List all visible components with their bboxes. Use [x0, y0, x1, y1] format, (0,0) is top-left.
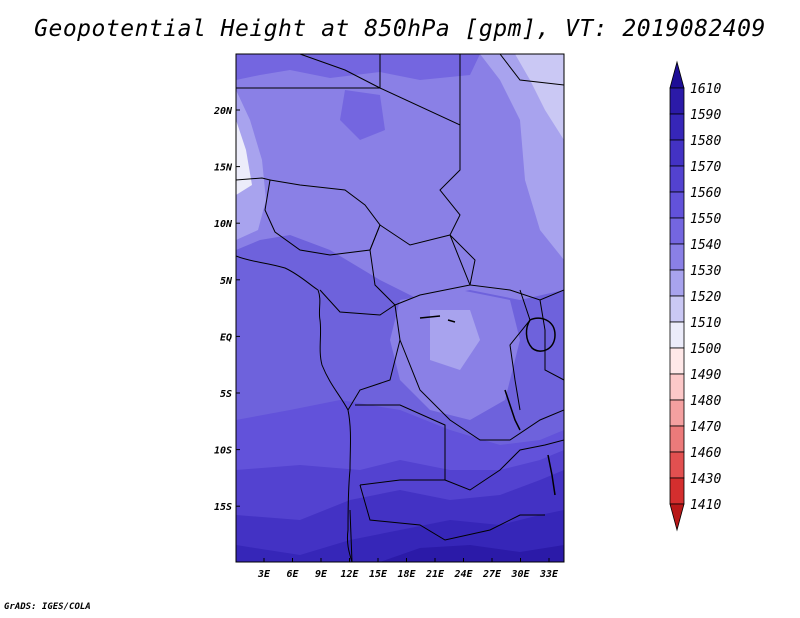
- colorbar-swatch: [669, 451, 685, 479]
- border-drc-south: [399, 339, 564, 441]
- colorbar-label: 1590: [690, 108, 721, 123]
- border-angola: [355, 404, 446, 486]
- colorbar-swatch: [669, 113, 685, 141]
- border-west-1: [236, 177, 271, 181]
- lon-label: 24E: [453, 569, 473, 580]
- field-1520-east: [515, 54, 564, 140]
- river-marks: [419, 315, 456, 323]
- colorbar-top-arrow: [669, 60, 685, 89]
- colorbar-label: 1580: [690, 134, 721, 149]
- lon-label: 15E: [369, 569, 388, 580]
- field-1530-west: [236, 90, 266, 240]
- longitude-labels: 3E 6E 9E 12E 15E 18E 21E 24E 27E 30E 33E: [257, 558, 559, 580]
- lat-label: 10S: [214, 446, 232, 457]
- colorbar-label: 1490: [690, 368, 721, 383]
- lat-label: 10N: [214, 219, 233, 230]
- colorbar-swatch: [669, 139, 685, 167]
- border-sudan: [439, 125, 564, 301]
- colorbar-label: 1460: [690, 446, 721, 461]
- colorbar-label: 1520: [690, 290, 721, 305]
- lon-label: 9E: [315, 569, 328, 580]
- lat-label: 5N: [220, 276, 233, 287]
- lat-label: 15S: [214, 502, 232, 513]
- border-ne: [499, 54, 564, 86]
- borders: [236, 54, 564, 562]
- colorbar-swatch: [669, 269, 685, 297]
- lakes: [419, 315, 556, 496]
- colorbar-label: 1570: [690, 160, 721, 175]
- colorbar: 1610 1590 1580 1570 1560 1550 1540 1530 1520 1510…: [669, 60, 721, 532]
- colorbar-swatch: [669, 87, 685, 115]
- grads-credit: GrADS: IGES/COLA: [4, 602, 91, 612]
- colorbar-label: 1430: [690, 472, 721, 487]
- field-1550-pocket: [340, 90, 385, 140]
- field-1530-congo: [430, 310, 480, 370]
- colorbar-label: 1560: [690, 186, 721, 201]
- border-zambia: [444, 439, 564, 491]
- colorbar-label: 1610: [690, 82, 721, 97]
- lat-label: EQ: [220, 332, 232, 343]
- border-east-1: [509, 289, 531, 411]
- colorbar-swatch: [669, 399, 685, 427]
- field-1610-south: [380, 545, 564, 562]
- colorbar-swatch: [669, 295, 685, 323]
- lat-label: 15N: [214, 163, 233, 174]
- colorbar-label: 1550: [690, 212, 721, 227]
- latitude-labels: 20N 15N 10N 5N EQ 5S 10S 15S: [213, 106, 240, 513]
- lon-label: 18E: [397, 569, 416, 580]
- field-1520-west: [236, 120, 252, 195]
- lon-label: 27E: [482, 569, 502, 580]
- map-title: Geopotential Height at 850hPa [gpm], VT:…: [34, 16, 766, 42]
- colorbar-label: 1500: [690, 342, 721, 357]
- height-field: [236, 54, 564, 562]
- lake-malawi: [547, 454, 556, 496]
- colorbar-swatch: [669, 165, 685, 193]
- colorbar-swatch: [669, 243, 685, 271]
- lon-label: 21E: [425, 569, 445, 580]
- lon-label: 30E: [510, 569, 530, 580]
- border-namibia: [349, 509, 353, 562]
- colorbar-label: 1540: [690, 238, 721, 253]
- plot-frame: [235, 53, 565, 563]
- colorbar-swatch: [669, 191, 685, 219]
- colorbar-label: 1510: [690, 316, 721, 331]
- lake-victoria: [525, 317, 556, 352]
- colorbar-label: 1480: [690, 394, 721, 409]
- colorbar-swatch: [669, 321, 685, 349]
- lat-label: 20N: [213, 106, 233, 117]
- colorbar-label: 1470: [690, 420, 721, 435]
- lon-label: 33E: [539, 569, 559, 580]
- colorbar-swatch: [669, 425, 685, 453]
- lat-label: 5S: [220, 389, 232, 400]
- colorbar-swatch: [669, 373, 685, 401]
- colorbar-swatch: [669, 217, 685, 245]
- border-south-1: [359, 484, 545, 541]
- colorbar-swatch: [669, 347, 685, 375]
- lon-label: 12E: [340, 569, 359, 580]
- lon-label: 6E: [286, 569, 299, 580]
- border-north-2: [299, 54, 461, 126]
- field-1550-north-strip: [236, 54, 480, 80]
- lake-tanganyika: [504, 389, 521, 431]
- border-congo: [319, 289, 401, 411]
- colorbar-bottom-arrow: [669, 503, 685, 532]
- border-car: [369, 224, 471, 306]
- field-1540-north: [236, 54, 564, 300]
- colorbar-swatch: [669, 477, 685, 505]
- coastline-west: [236, 255, 353, 562]
- lon-label: 3E: [257, 569, 271, 580]
- colorbar-label: 1410: [690, 498, 721, 513]
- colorbar-label: 1530: [690, 264, 721, 279]
